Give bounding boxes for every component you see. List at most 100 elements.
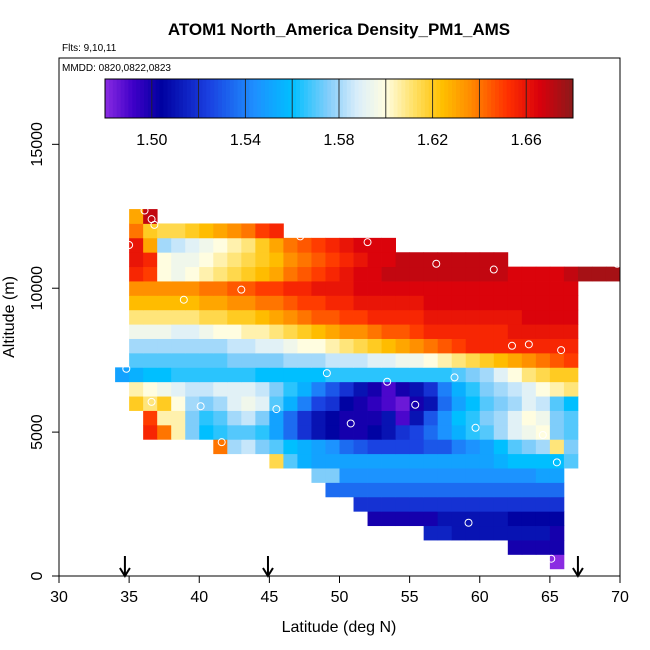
heatmap-cell bbox=[339, 338, 354, 354]
heatmap-cell bbox=[451, 439, 467, 455]
heatmap-cell bbox=[255, 367, 270, 383]
heatmap-cell bbox=[451, 396, 467, 411]
heatmap-cell bbox=[409, 281, 425, 296]
flight-point bbox=[538, 430, 547, 439]
heatmap-cell bbox=[353, 410, 368, 426]
heatmap-cell bbox=[199, 410, 214, 426]
flight-point bbox=[272, 405, 281, 414]
colorbar-tick-label: 1.66 bbox=[511, 132, 542, 149]
heatmap-cell bbox=[493, 352, 509, 368]
colorbar-swatch bbox=[112, 79, 118, 118]
heatmap-cell bbox=[381, 453, 396, 469]
heatmap-cell bbox=[549, 381, 565, 397]
heatmap-cell bbox=[199, 266, 214, 282]
heatmap-cell bbox=[479, 468, 495, 483]
x-tick-label: 45 bbox=[260, 589, 278, 606]
heatmap-cell bbox=[199, 338, 214, 354]
colorbar-swatch bbox=[518, 79, 523, 118]
heatmap-cell bbox=[269, 237, 284, 253]
heatmap-cell bbox=[605, 266, 621, 282]
heatmap-cell bbox=[213, 252, 228, 268]
heatmap-cell bbox=[353, 381, 368, 397]
heatmap-cell bbox=[479, 496, 495, 512]
colorbar-swatch bbox=[401, 79, 406, 118]
heatmap-cell bbox=[465, 511, 481, 527]
heatmap-cell bbox=[451, 266, 467, 282]
heatmap-cell bbox=[283, 266, 298, 282]
heatmap-cell bbox=[423, 468, 439, 483]
heatmap-cell bbox=[381, 410, 396, 426]
heatmap-cell bbox=[171, 309, 186, 325]
heatmap-cell bbox=[227, 223, 242, 239]
heatmap-cell bbox=[339, 410, 354, 426]
colorbar-tick-label: 1.58 bbox=[323, 132, 354, 149]
heatmap-cell bbox=[339, 468, 354, 483]
heatmap-cell bbox=[199, 381, 214, 397]
heatmap-cell bbox=[339, 266, 354, 282]
heatmap-cell bbox=[577, 266, 593, 282]
colorbar-swatch bbox=[190, 79, 196, 118]
heatmap-cell bbox=[395, 367, 411, 383]
heatmap-cell bbox=[157, 352, 172, 368]
heatmap-cell bbox=[157, 223, 172, 239]
colorbar-swatch bbox=[233, 79, 239, 118]
heatmap-cell bbox=[311, 324, 326, 339]
heatmap-cell bbox=[437, 338, 453, 354]
heatmap-cell bbox=[213, 338, 228, 354]
flight-point bbox=[196, 402, 205, 411]
heatmap-cell bbox=[409, 410, 425, 426]
heatmap-cell bbox=[339, 482, 354, 498]
heatmap-cell bbox=[395, 266, 411, 282]
heatmap-cell bbox=[465, 352, 481, 368]
heatmap-cell bbox=[255, 439, 270, 455]
heatmap-cell bbox=[157, 396, 172, 411]
heatmap-cell bbox=[171, 252, 186, 268]
heatmap-cell bbox=[129, 252, 144, 268]
heatmap-cell bbox=[143, 281, 158, 296]
heatmap-cell bbox=[493, 309, 509, 325]
heatmap-cell bbox=[563, 410, 579, 426]
heatmap-cell bbox=[493, 338, 509, 354]
colorbar-swatch bbox=[284, 79, 289, 118]
heatmap-cell bbox=[367, 424, 382, 440]
heatmap-cell bbox=[423, 496, 439, 512]
heatmap-cell bbox=[521, 281, 537, 296]
heatmap-cell bbox=[255, 266, 270, 282]
heatmap-cell bbox=[381, 482, 396, 498]
heatmap-cell bbox=[269, 281, 284, 296]
colorbar-swatch bbox=[300, 79, 305, 118]
heatmap-cell bbox=[339, 309, 354, 325]
heatmap-cell bbox=[367, 468, 382, 483]
heatmap-cell bbox=[255, 223, 270, 239]
heatmap-cell bbox=[395, 468, 411, 483]
heatmap-cell bbox=[521, 352, 537, 368]
heatmap-cell bbox=[353, 396, 368, 411]
heatmap-cell bbox=[521, 424, 537, 440]
heatmap-cell bbox=[325, 252, 340, 268]
flight-point bbox=[179, 295, 188, 304]
heatmap-cell bbox=[283, 281, 298, 296]
heatmap-cell bbox=[269, 324, 284, 339]
colorbar-swatch bbox=[128, 79, 133, 118]
heatmap-cell bbox=[521, 525, 537, 541]
colorbar-swatch bbox=[545, 79, 551, 118]
heatmap-cell bbox=[507, 453, 523, 469]
heatmap-cell bbox=[283, 252, 298, 268]
heatmap-cell bbox=[255, 424, 270, 440]
colorbar-swatch bbox=[366, 79, 371, 118]
heatmap-cell bbox=[563, 396, 579, 411]
heatmap-cell bbox=[395, 439, 411, 455]
heatmap-cell bbox=[493, 324, 509, 339]
heatmap-cell bbox=[549, 410, 565, 426]
heatmap-cell bbox=[353, 468, 368, 483]
heatmap-cell bbox=[283, 324, 298, 339]
x-tick-label: 50 bbox=[331, 589, 349, 606]
heatmap-cell bbox=[297, 381, 312, 397]
heatmap-cell bbox=[395, 295, 411, 311]
colorbar-swatch bbox=[471, 79, 476, 118]
heatmap-cell bbox=[493, 281, 509, 296]
heatmap-cell bbox=[367, 381, 382, 397]
heatmap-cell bbox=[129, 352, 144, 368]
heatmap-cell bbox=[479, 453, 495, 469]
heatmap-cell bbox=[493, 525, 509, 541]
